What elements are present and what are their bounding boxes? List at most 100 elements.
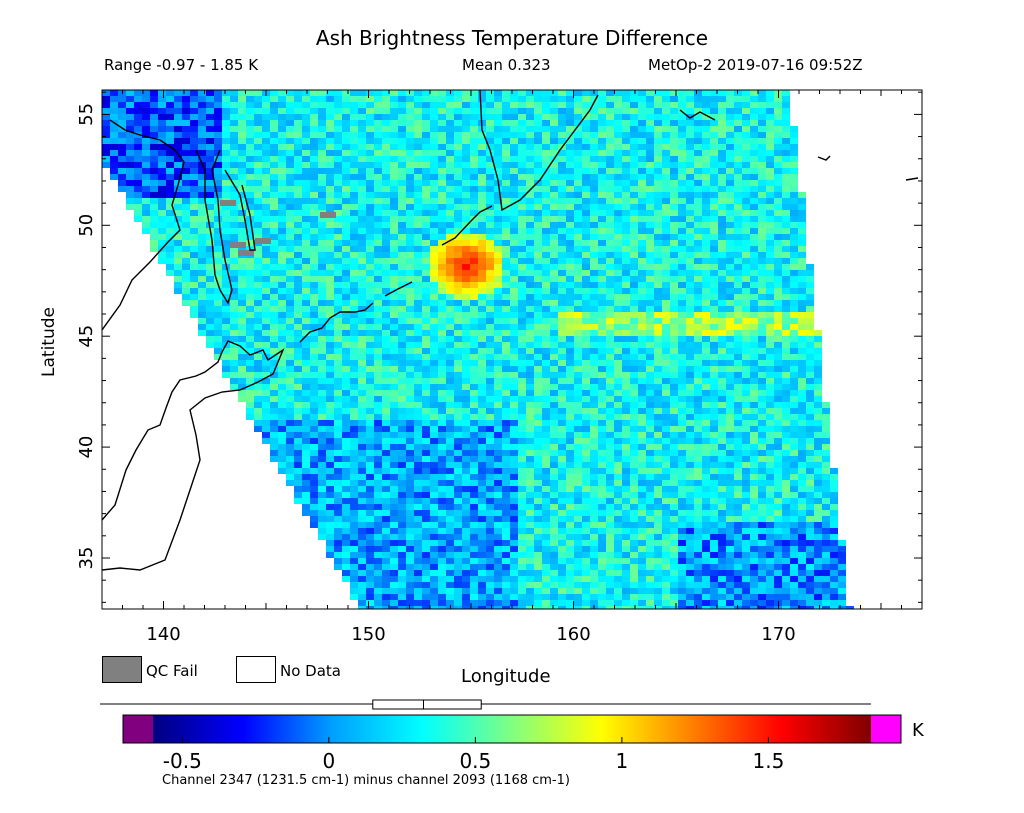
heatmap-cell	[462, 318, 470, 324]
heatmap-cell	[446, 252, 454, 258]
heatmap-cell	[406, 258, 414, 264]
heatmap-cell	[646, 294, 654, 300]
heatmap-cell	[702, 288, 710, 294]
heatmap-cell	[622, 252, 630, 258]
heatmap-cell	[422, 300, 430, 306]
heatmap-cell	[366, 306, 374, 312]
heatmap-cell	[542, 402, 550, 408]
heatmap-cell	[230, 360, 238, 366]
heatmap-cell	[478, 408, 486, 414]
heatmap-cell	[318, 240, 326, 246]
heatmap-cell	[134, 114, 142, 120]
heatmap-cell	[742, 102, 750, 108]
heatmap-cell	[406, 366, 414, 372]
heatmap-cell	[334, 156, 342, 162]
heatmap-cell	[590, 306, 598, 312]
heatmap-cell	[262, 390, 270, 396]
heatmap-cell	[406, 330, 414, 336]
heatmap-cell	[590, 288, 598, 294]
heatmap-cell	[238, 222, 246, 228]
heatmap-cell	[702, 438, 710, 444]
heatmap-cell	[734, 216, 742, 222]
heatmap-cell	[414, 372, 422, 378]
heatmap-cell	[206, 264, 214, 270]
heatmap-cell	[254, 204, 262, 210]
heatmap-cell	[438, 390, 446, 396]
heatmap-cell	[358, 414, 366, 420]
heatmap-cell	[494, 330, 502, 336]
heatmap-cell	[414, 426, 422, 432]
heatmap-cell	[286, 192, 294, 198]
heatmap-cell	[510, 90, 518, 96]
heatmap-cell	[462, 252, 470, 258]
heatmap-cell	[406, 324, 414, 330]
heatmap-cell	[478, 192, 486, 198]
heatmap-cell	[710, 396, 718, 402]
heatmap-cell	[782, 150, 790, 156]
heatmap-cell	[758, 276, 766, 282]
heatmap-cell	[662, 288, 670, 294]
heatmap-cell	[750, 396, 758, 402]
heatmap-cell	[494, 156, 502, 162]
heatmap-cell	[542, 396, 550, 402]
heatmap-cell	[422, 192, 430, 198]
heatmap-cell	[526, 222, 534, 228]
heatmap-cell	[238, 306, 246, 312]
heatmap-cell	[582, 198, 590, 204]
heatmap-cell	[158, 198, 166, 204]
heatmap-cell	[214, 156, 222, 162]
heatmap-cell	[334, 258, 342, 264]
heatmap-cell	[574, 408, 582, 414]
heatmap-cell	[182, 180, 190, 186]
heatmap-cell	[278, 144, 286, 150]
heatmap-cell	[638, 192, 646, 198]
heatmap-cell	[590, 402, 598, 408]
heatmap-cell	[646, 282, 654, 288]
heatmap-cell	[550, 186, 558, 192]
heatmap-cell	[462, 432, 470, 438]
heatmap-cell	[550, 198, 558, 204]
heatmap-cell	[150, 240, 158, 246]
heatmap-cell	[270, 408, 278, 414]
heatmap-cell	[670, 114, 678, 120]
heatmap-cell	[254, 408, 262, 414]
heatmap-cell	[390, 318, 398, 324]
heatmap-cell	[582, 402, 590, 408]
heatmap-cell	[318, 444, 326, 450]
heatmap-cell	[294, 414, 302, 420]
heatmap-cell	[606, 264, 614, 270]
heatmap-cell	[694, 336, 702, 342]
heatmap-cell	[350, 108, 358, 114]
heatmap-cell	[774, 102, 782, 108]
heatmap-cell	[382, 216, 390, 222]
heatmap-cell	[214, 330, 222, 336]
heatmap-cell	[654, 216, 662, 222]
heatmap-cell	[198, 240, 206, 246]
heatmap-cell	[766, 132, 774, 138]
heatmap-cell	[454, 288, 462, 294]
heatmap-cell	[374, 126, 382, 132]
heatmap-cell	[422, 114, 430, 120]
heatmap-cell	[470, 246, 478, 252]
heatmap-cell	[614, 420, 622, 426]
heatmap-cell	[718, 270, 726, 276]
heatmap-cell	[414, 168, 422, 174]
heatmap-cell	[678, 222, 686, 228]
heatmap-cell	[398, 372, 406, 378]
heatmap-cell	[558, 126, 566, 132]
heatmap-cell	[406, 372, 414, 378]
heatmap-cell	[278, 378, 286, 384]
heatmap-cell	[374, 120, 382, 126]
heatmap-cell	[406, 162, 414, 168]
heatmap-cell	[430, 354, 438, 360]
heatmap-cell	[630, 456, 638, 462]
heatmap-cell	[270, 300, 278, 306]
heatmap-cell	[702, 318, 710, 324]
heatmap-cell	[262, 186, 270, 192]
heatmap-cell	[414, 90, 422, 96]
heatmap-cell	[286, 174, 294, 180]
heatmap-cell	[478, 180, 486, 186]
heatmap-cell	[526, 306, 534, 312]
heatmap-cell	[342, 96, 350, 102]
heatmap-cell	[494, 132, 502, 138]
